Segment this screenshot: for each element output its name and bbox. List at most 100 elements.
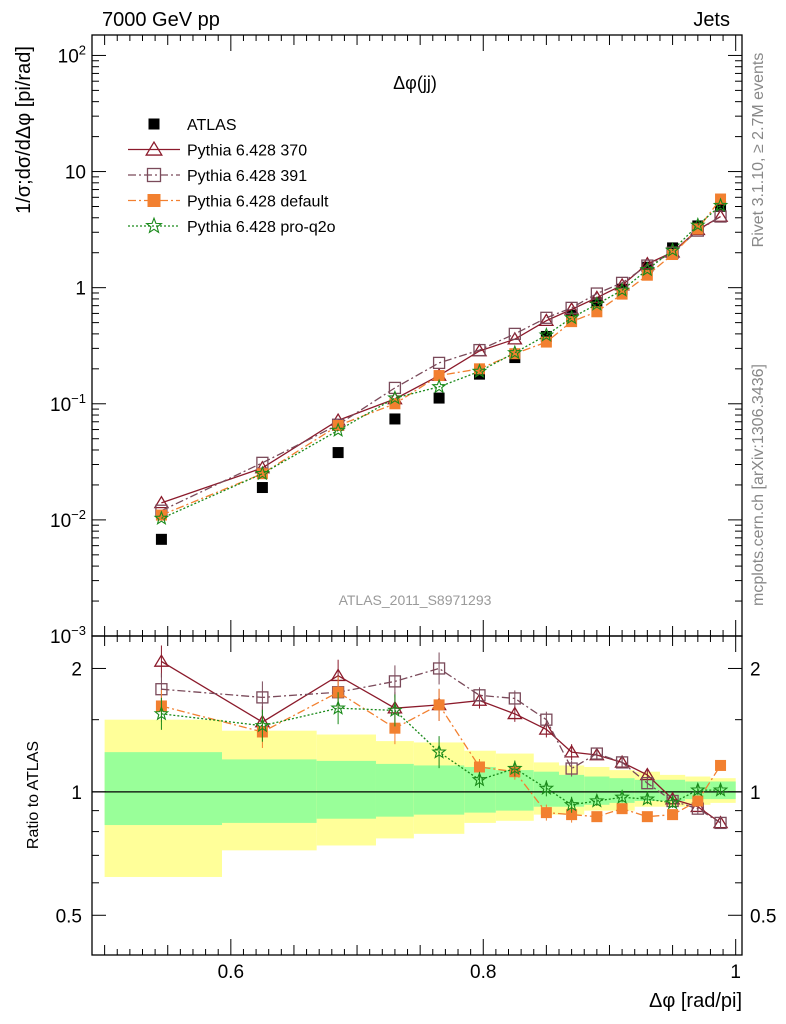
data-point [563, 744, 580, 758]
data-point [566, 316, 578, 328]
data-point [590, 747, 604, 760]
data-point [145, 140, 163, 156]
data-point [471, 363, 488, 379]
y-axis-label: 1/σ;dσ/dΔφ [pi/rad] [13, 46, 35, 214]
data-point [155, 533, 167, 545]
series-line [161, 215, 721, 512]
legend-label: Pythia 6.428 default [187, 194, 329, 211]
uncertainty-band-inner [659, 779, 686, 801]
data-point [330, 700, 346, 715]
data-point [641, 261, 653, 273]
series-line [161, 215, 721, 504]
legend-label: Pythia 6.428 pro-q2o [187, 219, 336, 236]
data-point [565, 762, 578, 775]
ratio-y-tick-label-right: 1 [750, 783, 761, 804]
series-line [161, 198, 722, 516]
data-point [153, 705, 170, 721]
uncertainty-band-inner [104, 752, 222, 826]
data-point [540, 330, 552, 342]
series-pythia-6-428-391 [155, 210, 727, 517]
ratio-y-tick-label: 0.5 [56, 906, 82, 927]
data-point [146, 167, 162, 183]
data-point [471, 693, 488, 706]
data-point [256, 691, 269, 704]
data-point [540, 336, 552, 348]
data-point [615, 276, 629, 290]
data-point [153, 495, 170, 509]
data-point [473, 689, 486, 702]
data-point [507, 706, 523, 720]
legend-label: Pythia 6.428 370 [187, 143, 307, 160]
data-point [509, 348, 521, 360]
ratio-plot-frame [91, 635, 743, 956]
data-point [433, 699, 445, 711]
data-point [389, 398, 401, 410]
uncertainty-band-inner [316, 760, 376, 819]
data-point [540, 311, 553, 324]
data-point [389, 722, 401, 734]
data-point [432, 356, 446, 370]
data-point [153, 653, 170, 667]
data-point [566, 309, 578, 321]
data-point [715, 759, 727, 771]
data-point [565, 301, 578, 315]
data-point [256, 468, 268, 480]
data-point [473, 363, 485, 375]
data-point [712, 781, 729, 797]
data-point [641, 777, 654, 790]
legend-item: Pythia 6.428 pro-q2o [128, 216, 336, 236]
y-tick-label: 1 [75, 279, 86, 300]
data-point [712, 197, 729, 213]
data-point [589, 290, 605, 304]
data-point [473, 761, 485, 773]
data-point [614, 789, 630, 804]
ratio-y-axis-label: Ratio to ATLAS [25, 741, 42, 849]
uncertainty-band-inner [634, 779, 660, 801]
data-point [563, 796, 580, 812]
data-point [540, 807, 552, 819]
data-point [591, 811, 603, 823]
legend-label: Pythia 6.428 391 [187, 168, 307, 185]
data-point [614, 282, 630, 297]
series-pythia-6-428-pro-q2o [153, 197, 729, 526]
data-point [589, 792, 605, 808]
data-point [507, 331, 523, 345]
data-point [507, 760, 523, 776]
data-point [256, 482, 268, 494]
data-point [507, 344, 523, 360]
data-point [147, 194, 161, 207]
data-point [155, 509, 167, 521]
data-point [615, 756, 629, 769]
legend: ATLAS Pythia 6.428 370 Pythia 6.428 391 Pyt… [128, 117, 336, 236]
data-point [690, 781, 706, 797]
rivet-version-label: Rivet 3.1.10, ≥ 2.7M events [750, 53, 767, 248]
data-point [473, 343, 486, 357]
y-tick-label: 102 [58, 42, 86, 67]
data-point [692, 795, 704, 807]
chart-title: Δφ(jj) [393, 73, 437, 93]
data-point [148, 118, 160, 130]
data-point [639, 790, 656, 806]
data-point [387, 702, 403, 718]
analysis-id-label: ATLAS_2011_S8971293 [339, 592, 492, 608]
data-point [433, 392, 445, 404]
ratio-y-tick-label: 1 [71, 783, 82, 804]
data-point [332, 420, 344, 432]
data-point [332, 447, 344, 459]
x-tick-label: 0.8 [470, 962, 496, 983]
data-point [639, 261, 656, 277]
series-pythia-6-428-370 [153, 208, 729, 509]
data-point [667, 249, 679, 261]
data-point [667, 809, 679, 821]
x-tick-label: 1 [730, 962, 741, 983]
data-point [641, 269, 653, 281]
data-point [254, 465, 271, 481]
y-tick-label: 10 [65, 163, 86, 184]
x-axis-label: Δφ [rad/pi] [649, 990, 742, 1012]
data-point [712, 208, 729, 222]
data-point [471, 771, 488, 787]
data-point [431, 378, 447, 394]
uncertainty-band-inner [222, 759, 317, 823]
data-point [566, 809, 578, 821]
